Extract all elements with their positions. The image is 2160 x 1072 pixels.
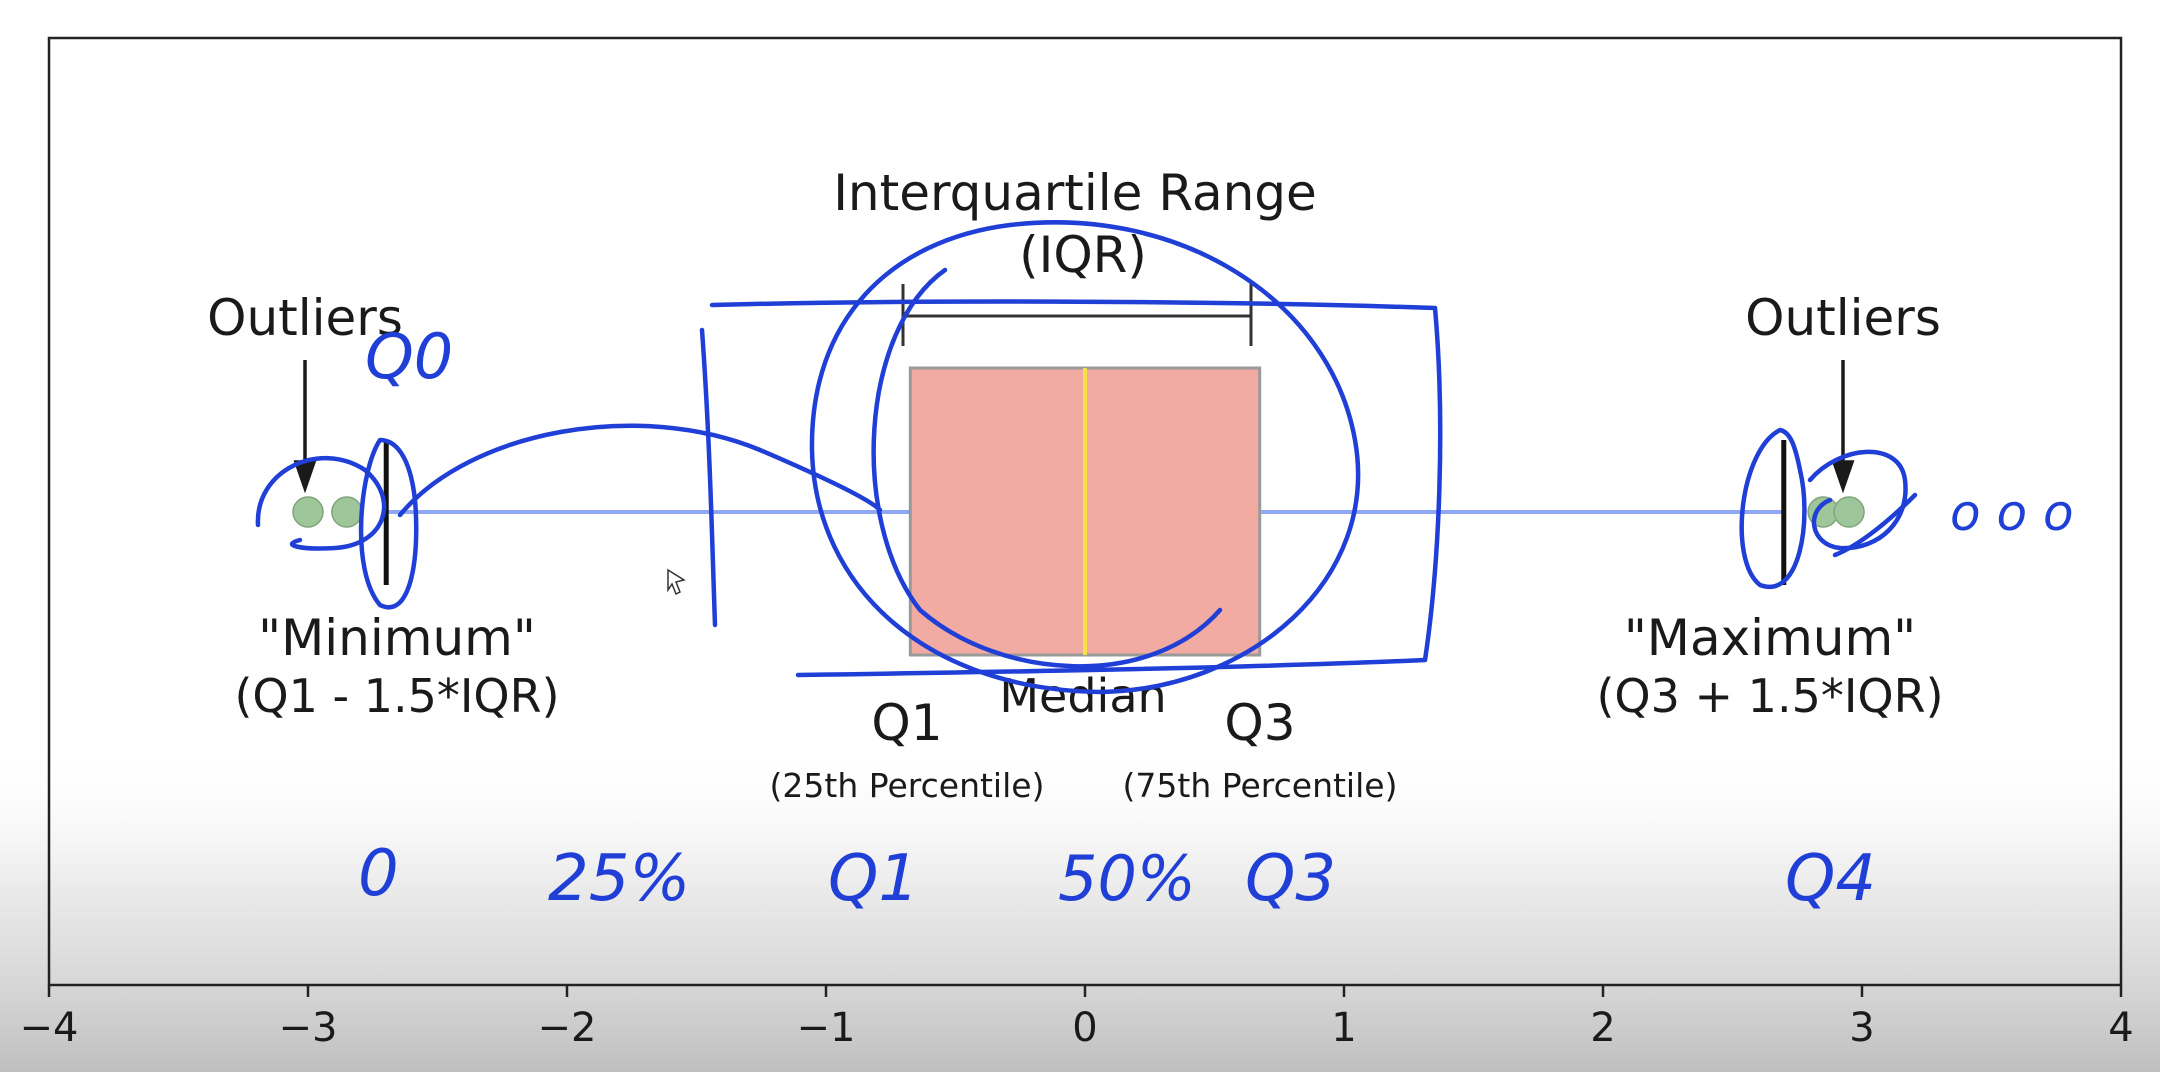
x-tick-label: 3: [1849, 1005, 1874, 1051]
x-axis-ticks: −4 −3 −2 −1 0 1 2 3 4: [20, 985, 2134, 1051]
hand-25pct: 25%: [548, 842, 690, 916]
q3-label: Q3: [1224, 694, 1295, 752]
hand-arrow-right: [1832, 492, 1918, 558]
pen-cursor-icon: [667, 568, 686, 596]
x-tick-label: −4: [20, 1005, 79, 1051]
outliers-right-arrow: [1831, 360, 1855, 494]
handwritten-annotations: Q0 o o o 0 25% Q1 50% Q3 Q4: [255, 220, 2074, 916]
outliers-right-label: Outliers: [1745, 289, 1941, 347]
x-tick-label: −2: [538, 1005, 597, 1051]
outlier-point: [1833, 496, 1865, 528]
hand-circle-right-outliers: [1807, 449, 1908, 551]
x-tick-label: −1: [797, 1005, 856, 1051]
q3-percentile: (75th Percentile): [1123, 766, 1398, 805]
hand-50pct: 50%: [1058, 842, 1196, 915]
hand-link-curve: [397, 423, 883, 518]
hand-q4: Q4: [1785, 842, 1876, 916]
hand-left-vline: [699, 327, 718, 628]
hand-circle-right-whisker: [1739, 427, 1807, 590]
outlier-point: [292, 496, 324, 528]
x-tick-label: 2: [1590, 1005, 1615, 1051]
maximum-formula: (Q3 + 1.5*IQR): [1596, 669, 1943, 723]
x-tick-label: 0: [1072, 1005, 1097, 1051]
q1-label: Q1: [871, 694, 942, 752]
bottom-shade: [0, 740, 2160, 1072]
maximum-label: "Maximum": [1624, 609, 1916, 667]
outlier-point: [331, 496, 363, 528]
median-label: Median: [999, 669, 1166, 723]
hand-q3: Q3: [1245, 842, 1336, 916]
boxplot-marks: [292, 366, 1865, 657]
x-tick-label: 1: [1331, 1005, 1356, 1051]
iqr-bracket: [901, 284, 1253, 346]
minimum-label: "Minimum": [258, 609, 536, 667]
iqr-title: Interquartile Range: [833, 164, 1317, 222]
hand-rect-iqr: [709, 299, 1443, 678]
hand-zero: 0: [358, 837, 399, 911]
hand-q1: Q1: [828, 842, 919, 916]
hand-ooo: o o o: [1950, 484, 2074, 542]
hand-circle-left-outliers: [255, 455, 387, 551]
iqr-subtitle: (IQR): [1019, 226, 1147, 284]
q1-percentile: (25th Percentile): [770, 766, 1045, 805]
minimum-formula: (Q1 - 1.5*IQR): [234, 669, 559, 723]
outliers-left-arrow: [293, 360, 317, 494]
hand-circle-left-whisker: [358, 437, 419, 610]
hand-circle-iqr: [809, 220, 1361, 695]
x-tick-label: −3: [279, 1005, 338, 1051]
outliers-left-label: Outliers: [207, 289, 403, 347]
hand-circle-iqr-inner: [871, 267, 1223, 669]
x-tick-label: 4: [2108, 1005, 2133, 1051]
hand-q0: Q0: [365, 320, 453, 393]
